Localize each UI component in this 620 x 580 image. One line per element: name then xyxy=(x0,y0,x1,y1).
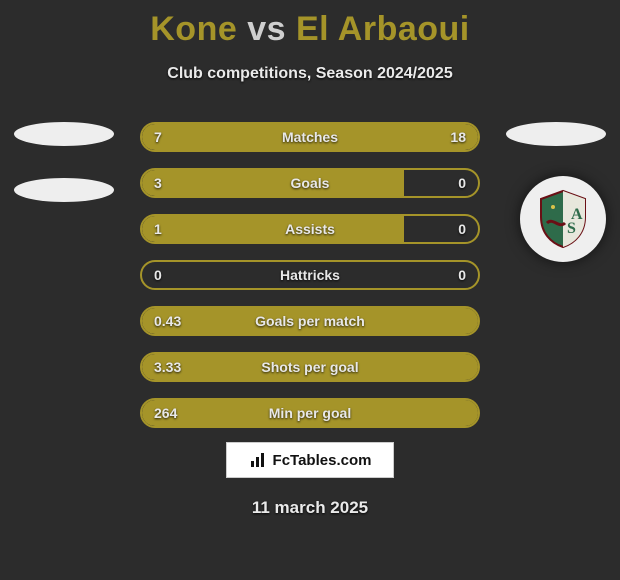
date-text: 11 march 2025 xyxy=(0,498,620,518)
stat-bar-left xyxy=(142,354,478,380)
stat-bar-left xyxy=(142,170,404,196)
player2-team-badge: A S xyxy=(520,176,606,262)
stat-bar-left xyxy=(142,124,236,150)
player2-team-logo-top xyxy=(506,122,606,146)
stat-row: 10Assists xyxy=(140,214,480,244)
stat-bar-left xyxy=(142,216,404,242)
stat-label: Hattricks xyxy=(142,262,478,288)
stat-bar-left xyxy=(142,400,478,426)
stat-bar-left xyxy=(142,308,478,334)
player2-name: El Arbaoui xyxy=(296,10,470,48)
player1-team-logo xyxy=(14,122,114,146)
stat-row: 30Goals xyxy=(140,168,480,198)
stats-container: 718Matches30Goals10Assists00Hattricks0.4… xyxy=(140,122,480,444)
vs-text: vs xyxy=(247,10,286,48)
stat-row: 0.43Goals per match xyxy=(140,306,480,336)
stat-row: 3.33Shots per goal xyxy=(140,352,480,382)
subtitle: Club competitions, Season 2024/2025 xyxy=(0,65,620,83)
shield-icon: A S xyxy=(531,187,595,251)
svg-text:S: S xyxy=(567,220,576,237)
player1-team-logo-2 xyxy=(14,178,114,202)
stat-row: 718Matches xyxy=(140,122,480,152)
comparison-title: Kone vs El Arbaoui xyxy=(0,0,620,49)
branding-badge: FcTables.com xyxy=(226,442,394,478)
stat-value-right: 0 xyxy=(458,216,466,242)
stat-value-right: 0 xyxy=(458,170,466,196)
chart-icon xyxy=(249,451,267,469)
stat-value-left: 0 xyxy=(154,262,162,288)
player1-name: Kone xyxy=(150,10,237,48)
stat-value-right: 0 xyxy=(458,262,466,288)
stat-row: 264Min per goal xyxy=(140,398,480,428)
branding-text: FcTables.com xyxy=(273,452,372,469)
stat-row: 0 0Hattricks xyxy=(140,260,480,290)
stat-bar-right xyxy=(236,124,478,150)
